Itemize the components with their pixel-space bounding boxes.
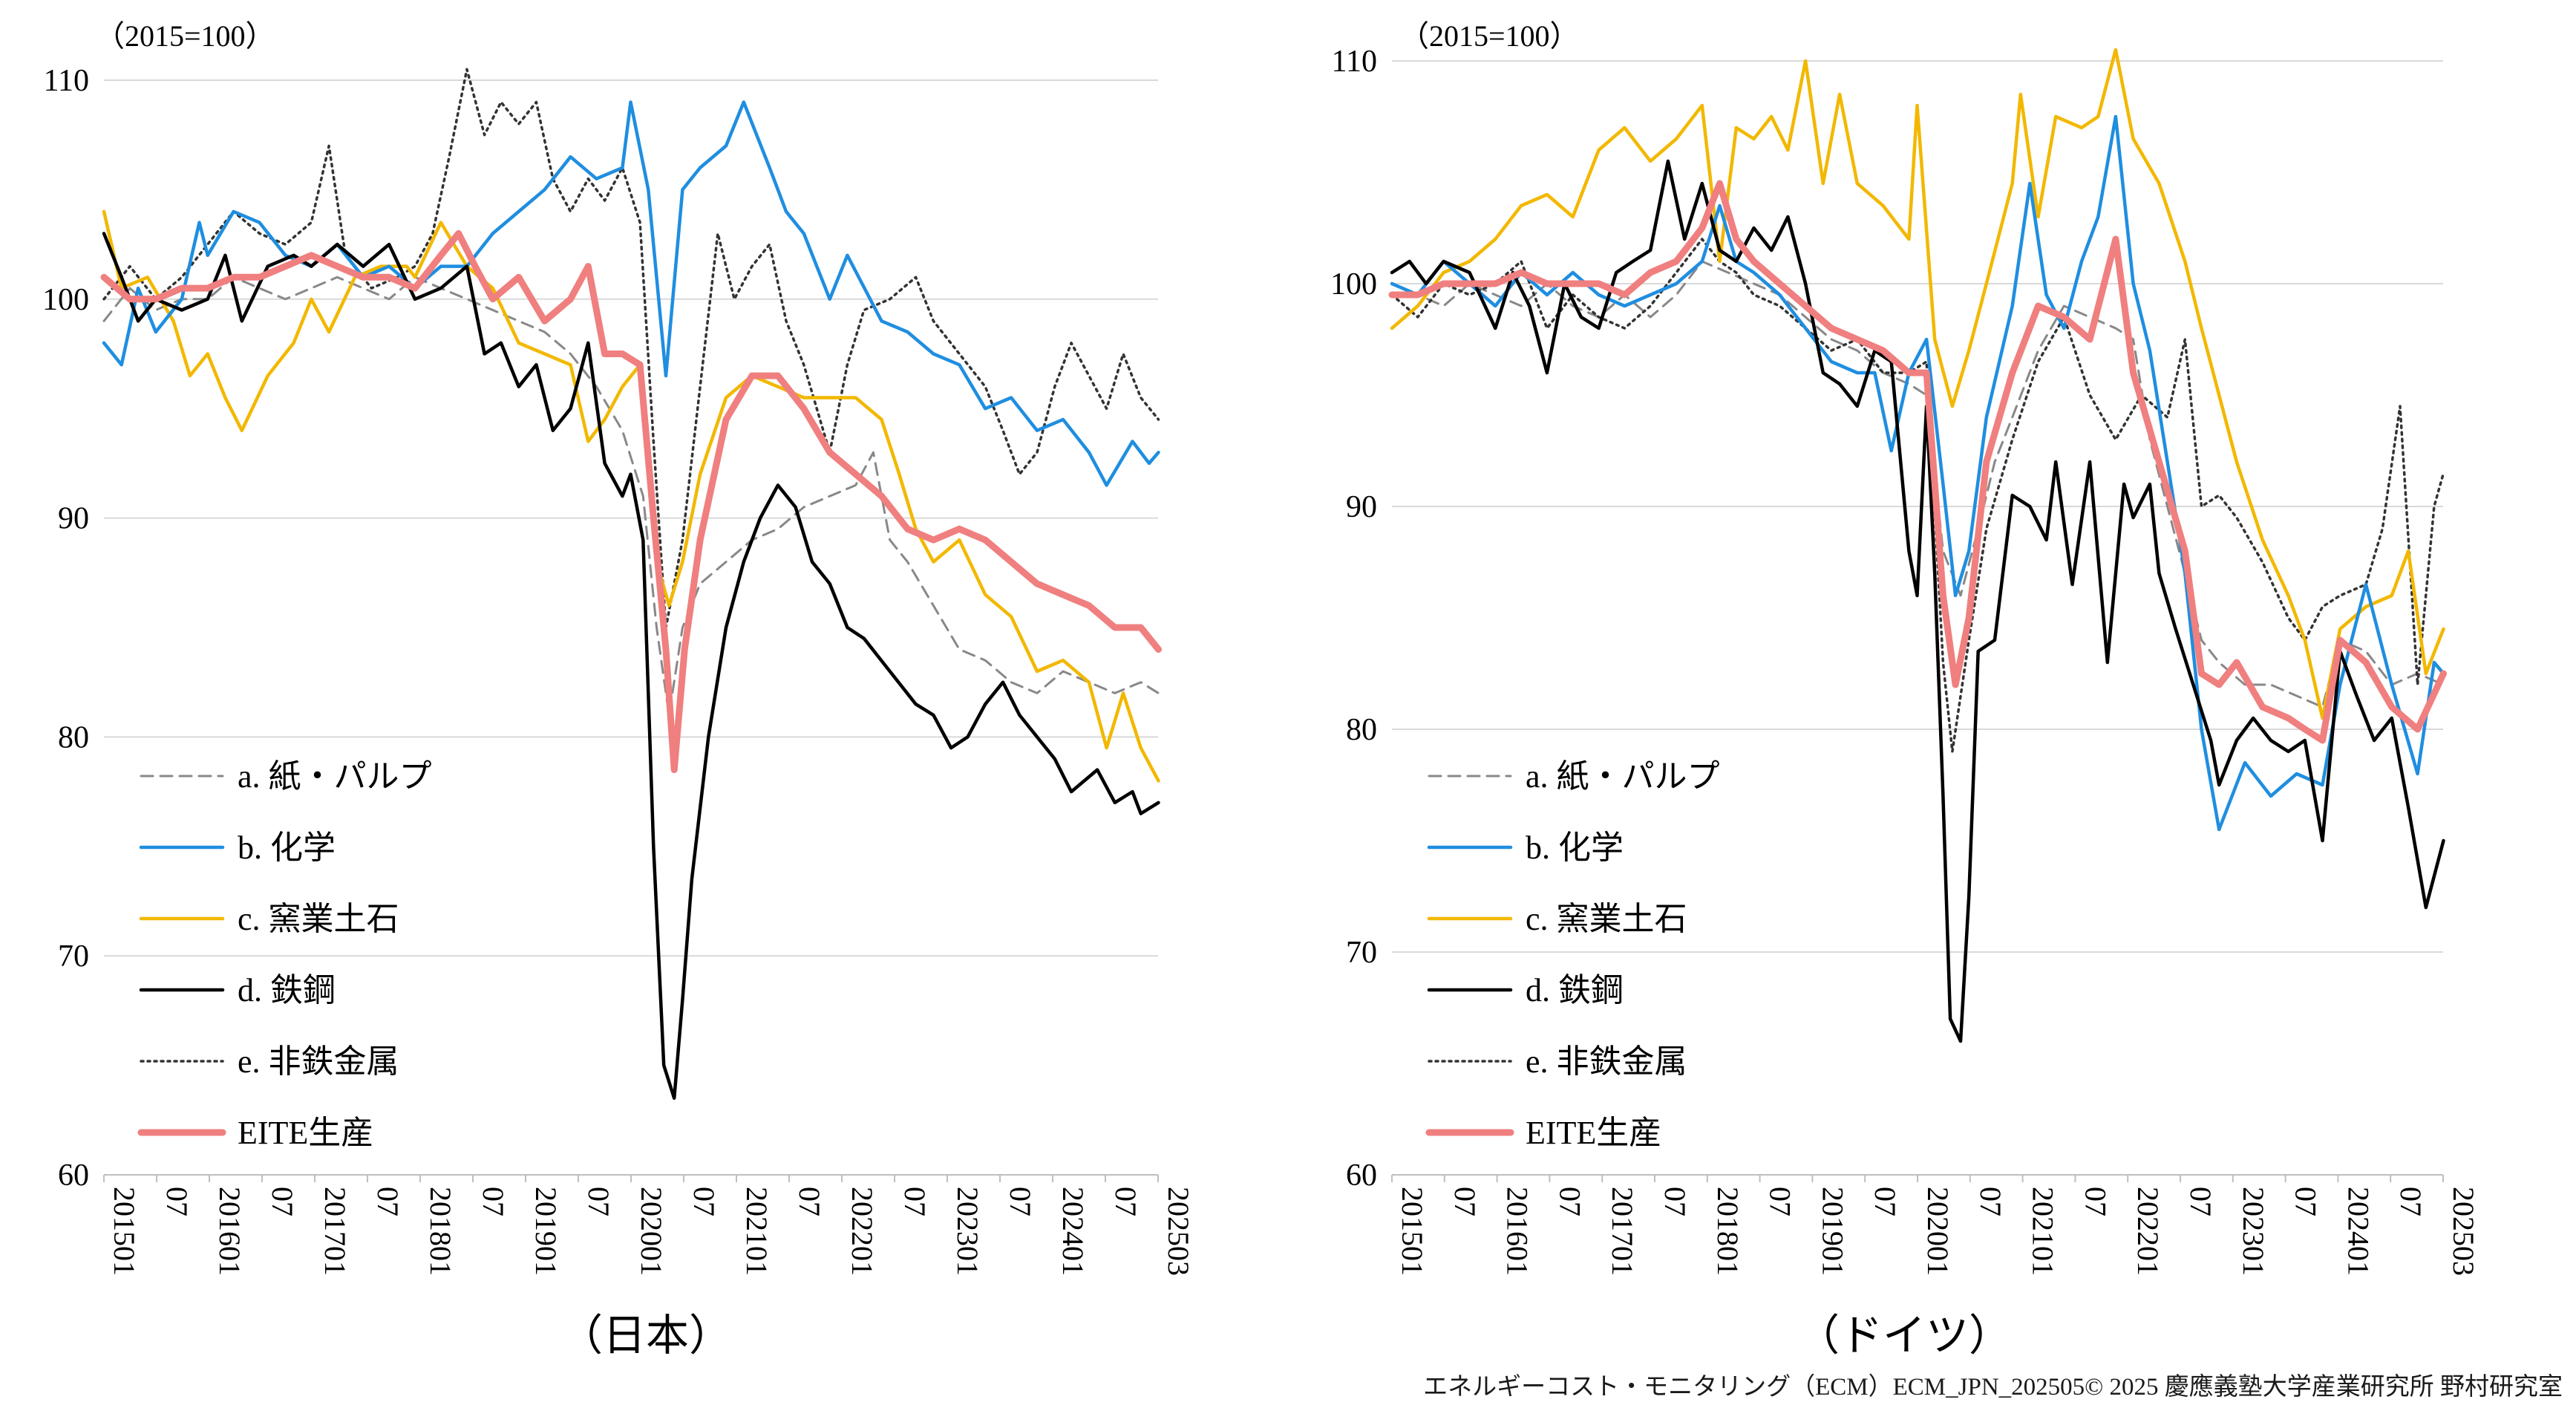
series-line-eite bbox=[1388, 180, 2447, 744]
x-tick-label: 202101 bbox=[2027, 1187, 2060, 1276]
x-tick-label: 201501 bbox=[1396, 1187, 1429, 1276]
series-line-d bbox=[102, 232, 1160, 1101]
x-tick-label: 202503 bbox=[2447, 1187, 2480, 1276]
y-tick-label: 100 bbox=[42, 283, 89, 317]
y-tick-label: 80 bbox=[1346, 713, 1377, 747]
x-tick-label: 07 bbox=[1764, 1187, 1797, 1216]
series-line-e bbox=[1390, 238, 2445, 753]
legend-label-c: c. 窯業土石 bbox=[1526, 901, 1687, 937]
y-tick-label: 70 bbox=[1346, 936, 1377, 970]
unit-label: （2015=100） bbox=[95, 19, 275, 53]
y-tick-label: 100 bbox=[1330, 267, 1377, 302]
chart-caption: （ドイツ） bbox=[1797, 1311, 2012, 1360]
x-tick-label: 07 bbox=[687, 1187, 721, 1216]
x-tick-label: 202401 bbox=[1056, 1187, 1090, 1276]
series-line-a bbox=[1390, 260, 2445, 708]
legend-label-eite: EITE生産 bbox=[238, 1115, 373, 1151]
x-tick-label: 201801 bbox=[424, 1187, 457, 1276]
x-tick-label: 201701 bbox=[318, 1187, 352, 1276]
x-tick-label: 07 bbox=[371, 1187, 405, 1216]
x-tick-label: 202503 bbox=[1162, 1187, 1195, 1276]
footer-credit: エネルギーコスト・モニタリング（ECM）ECM_JPN_202505© 2025… bbox=[1423, 1374, 2563, 1401]
legend-label-e: e. 非鉄金属 bbox=[1526, 1043, 1687, 1080]
x-tick-label: 202201 bbox=[846, 1187, 879, 1276]
series-line-a bbox=[102, 276, 1160, 717]
legend-label-a: a. 紙・パルプ bbox=[238, 758, 432, 795]
y-tick-label: 110 bbox=[1332, 45, 1377, 79]
legend-label-d: d. 鉄鋼 bbox=[238, 972, 336, 1008]
x-tick-label: 202001 bbox=[1921, 1187, 1955, 1276]
series-line-b bbox=[1390, 114, 2445, 832]
x-tick-label: 07 bbox=[266, 1187, 299, 1216]
chart-germany: （2015=100） 60 70 80 90 100 110 201501 07 201601 07… bbox=[1288, 0, 2576, 1408]
x-tick-label: 07 bbox=[1109, 1187, 1142, 1216]
x-tick-label: 202001 bbox=[635, 1187, 668, 1276]
x-tick-label: 202101 bbox=[740, 1187, 774, 1276]
x-tick-label: 07 bbox=[1974, 1187, 2007, 1216]
y-tick-label: 90 bbox=[1346, 490, 1377, 524]
series-line-e bbox=[102, 68, 1160, 629]
series-line-c bbox=[1390, 48, 2445, 720]
chart-japan-plot: （2015=100） 60 70 80 90 100 110 201501 07 201601 07… bbox=[42, 19, 1195, 1360]
x-tick-label: 202401 bbox=[2341, 1187, 2375, 1276]
y-tick-label: 90 bbox=[58, 502, 89, 536]
x-tick-label: 07 bbox=[793, 1187, 826, 1216]
x-tick-label: 07 bbox=[1658, 1187, 1692, 1216]
x-tick-label: 07 bbox=[1869, 1187, 1902, 1216]
x-tick-label: 07 bbox=[160, 1187, 194, 1216]
x-tick-label: 202201 bbox=[2131, 1187, 2165, 1276]
legend-label-b: b. 化学 bbox=[238, 830, 336, 866]
x-tick-label: 201901 bbox=[529, 1187, 563, 1276]
series-line-d bbox=[1390, 159, 2445, 1043]
chart-japan: （2015=100） 60 70 80 90 100 110 201501 07 201601 07… bbox=[42, 19, 1195, 1360]
y-tick-label: 80 bbox=[58, 720, 89, 754]
x-tick-label: 07 bbox=[1448, 1187, 1482, 1216]
x-tick-label: 07 bbox=[2394, 1187, 2428, 1216]
x-tick-label: 201501 bbox=[108, 1187, 141, 1276]
x-tick-label: 201601 bbox=[213, 1187, 246, 1276]
x-tick-label: 07 bbox=[2184, 1187, 2217, 1216]
x-tick-label: 202301 bbox=[2237, 1187, 2270, 1276]
x-tick-label: 07 bbox=[2289, 1187, 2323, 1216]
legend-label-a: a. 紙・パルプ bbox=[1526, 758, 1720, 795]
x-tick-label: 202301 bbox=[951, 1187, 984, 1276]
series-line-eite bbox=[100, 229, 1162, 774]
legend-label-d: d. 鉄鋼 bbox=[1526, 972, 1624, 1008]
x-tick-label: 201601 bbox=[1501, 1187, 1534, 1276]
y-tick-label: 60 bbox=[58, 1158, 89, 1193]
chart-germany-plot: （2015=100） 60 70 80 90 100 110 201501 07 201601 07… bbox=[1330, 19, 2480, 1360]
x-tick-label: 201801 bbox=[1711, 1187, 1745, 1276]
y-tick-label: 110 bbox=[44, 64, 89, 98]
legend-label-eite: EITE生産 bbox=[1526, 1115, 1661, 1151]
y-tick-label: 70 bbox=[58, 939, 89, 974]
x-tick-label: 201901 bbox=[1816, 1187, 1849, 1276]
unit-label: （2015=100） bbox=[1399, 19, 1580, 53]
x-tick-label: 201701 bbox=[1606, 1187, 1639, 1276]
x-tick-label: 07 bbox=[582, 1187, 615, 1216]
x-tick-label: 07 bbox=[477, 1187, 510, 1216]
series-line-c bbox=[102, 209, 1160, 783]
x-tick-label: 07 bbox=[2079, 1187, 2112, 1216]
x-tick-label: 07 bbox=[898, 1187, 932, 1216]
chart-caption: （日本） bbox=[560, 1311, 732, 1360]
y-tick-label: 60 bbox=[1346, 1158, 1377, 1193]
legend-label-c: c. 窯業土石 bbox=[238, 901, 399, 937]
x-tick-label: 07 bbox=[1553, 1187, 1586, 1216]
x-tick-label: 07 bbox=[1004, 1187, 1037, 1216]
legend-label-b: b. 化学 bbox=[1526, 830, 1624, 866]
legend-label-e: e. 非鉄金属 bbox=[238, 1043, 399, 1080]
series-line-b bbox=[102, 100, 1160, 487]
